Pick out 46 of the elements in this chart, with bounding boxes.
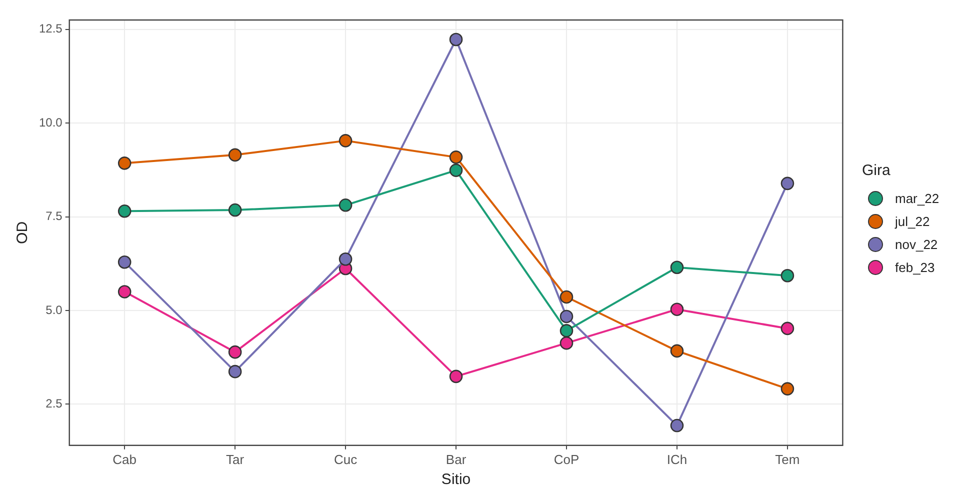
- point: [780, 322, 794, 336]
- point: [118, 156, 132, 170]
- point: [560, 324, 574, 338]
- x-axis-title: Sitio: [441, 471, 471, 488]
- y-tick-label: 7.5: [46, 209, 63, 224]
- point: [228, 203, 242, 217]
- point: [449, 370, 463, 384]
- point: [338, 198, 352, 212]
- point: [338, 252, 352, 266]
- x-tick-label: Bar: [446, 452, 467, 467]
- x-tick-label: Cab: [112, 452, 137, 467]
- point: [228, 364, 242, 378]
- x-tick-label: Cuc: [334, 452, 358, 467]
- point: [670, 418, 684, 432]
- legend-label: nov_22: [895, 237, 938, 252]
- y-tick-label: 2.5: [46, 396, 63, 410]
- point: [338, 134, 352, 148]
- x-tick-label: Tar: [226, 452, 245, 467]
- point: [118, 255, 132, 269]
- point: [560, 290, 574, 304]
- point: [780, 176, 794, 190]
- point: [118, 285, 132, 298]
- legend-title: Gira: [862, 162, 892, 179]
- point: [780, 382, 794, 396]
- point: [560, 310, 574, 324]
- point: [670, 260, 684, 274]
- point: [449, 32, 463, 46]
- legend-label: jul_22: [895, 214, 930, 229]
- x-tick-label: Tem: [775, 452, 800, 467]
- y-tick-label: 5.0: [46, 302, 63, 317]
- y-tick-label: 10.0: [38, 115, 63, 130]
- point: [670, 302, 684, 316]
- x-tick-label: ICh: [666, 452, 688, 467]
- point: [228, 148, 242, 162]
- point: [118, 204, 132, 218]
- point: [560, 336, 574, 350]
- y-tick-label: 12.5: [38, 22, 63, 36]
- point: [670, 344, 684, 358]
- point: [449, 164, 463, 177]
- x-tick-label: CoP: [554, 452, 580, 467]
- point: [780, 268, 794, 282]
- y-axis-title: OD: [14, 221, 32, 244]
- legend-label: feb_23: [895, 260, 935, 275]
- legend-label: mar_22: [895, 191, 940, 206]
- point: [228, 345, 242, 359]
- point: [449, 150, 463, 164]
